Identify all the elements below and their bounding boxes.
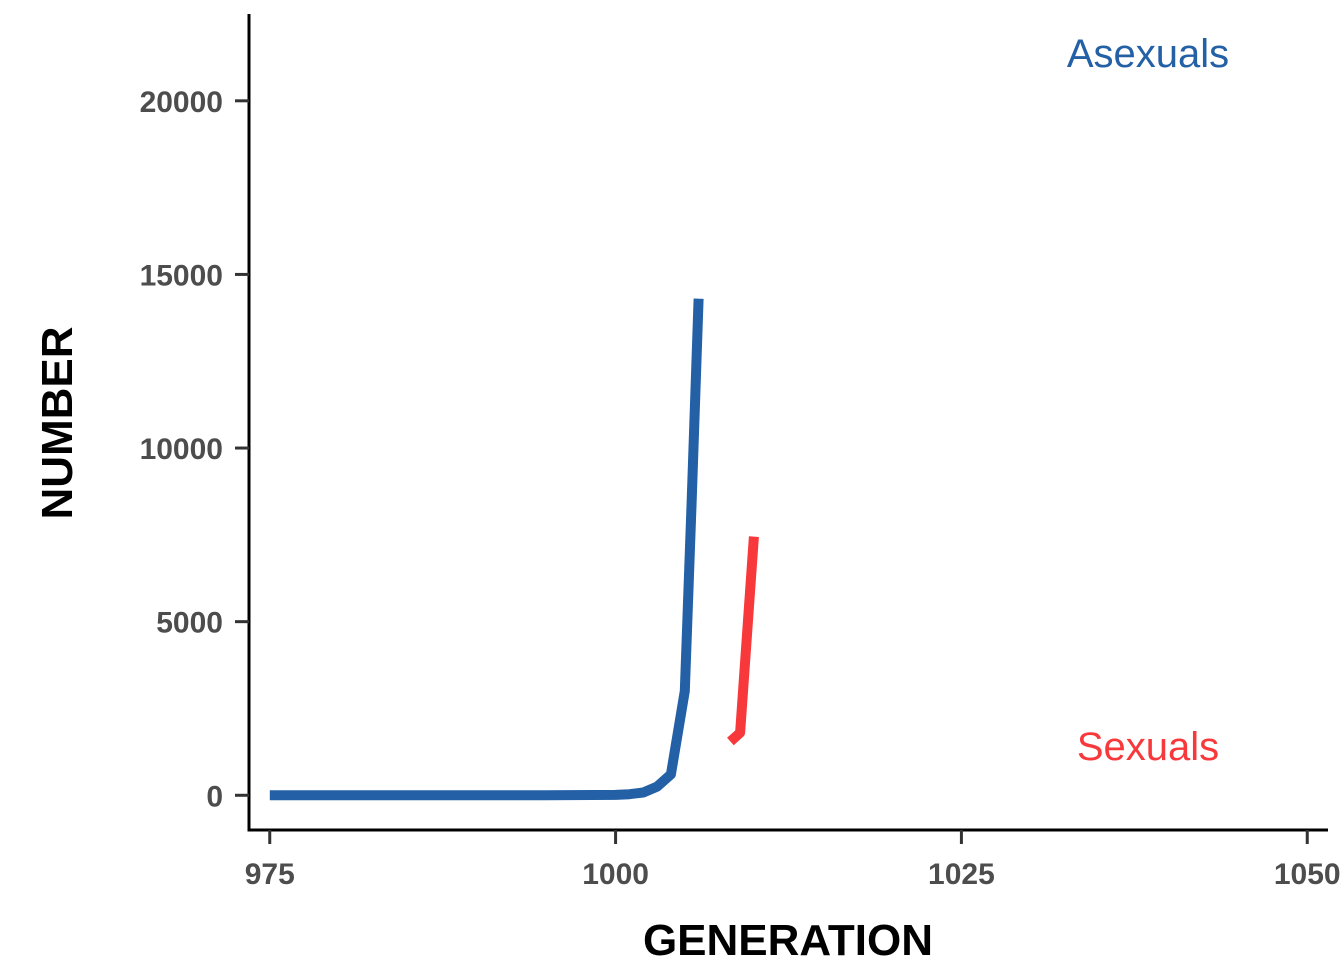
series-line-sexuals bbox=[727, 536, 759, 746]
y-tick-label: 5000 bbox=[156, 607, 223, 640]
series-line-asexuals bbox=[269, 298, 704, 801]
x-tick-label: 1025 bbox=[928, 858, 995, 891]
y-tick-label: 10000 bbox=[140, 433, 223, 466]
x-tick-label: 1000 bbox=[582, 858, 649, 891]
y-tick-label: 20000 bbox=[140, 86, 223, 119]
series-label-asexuals: Asexuals bbox=[1067, 32, 1229, 76]
y-tick-label: 0 bbox=[206, 780, 223, 813]
y-tick-label: 15000 bbox=[140, 259, 223, 292]
series-label-sexuals: Sexuals bbox=[1077, 725, 1219, 769]
x-tick-label: 975 bbox=[245, 858, 295, 891]
x-tick-label: 1050 bbox=[1274, 858, 1341, 891]
y-axis-title: NUMBER bbox=[33, 326, 82, 519]
x-axis-title: GENERATION bbox=[643, 916, 933, 960]
